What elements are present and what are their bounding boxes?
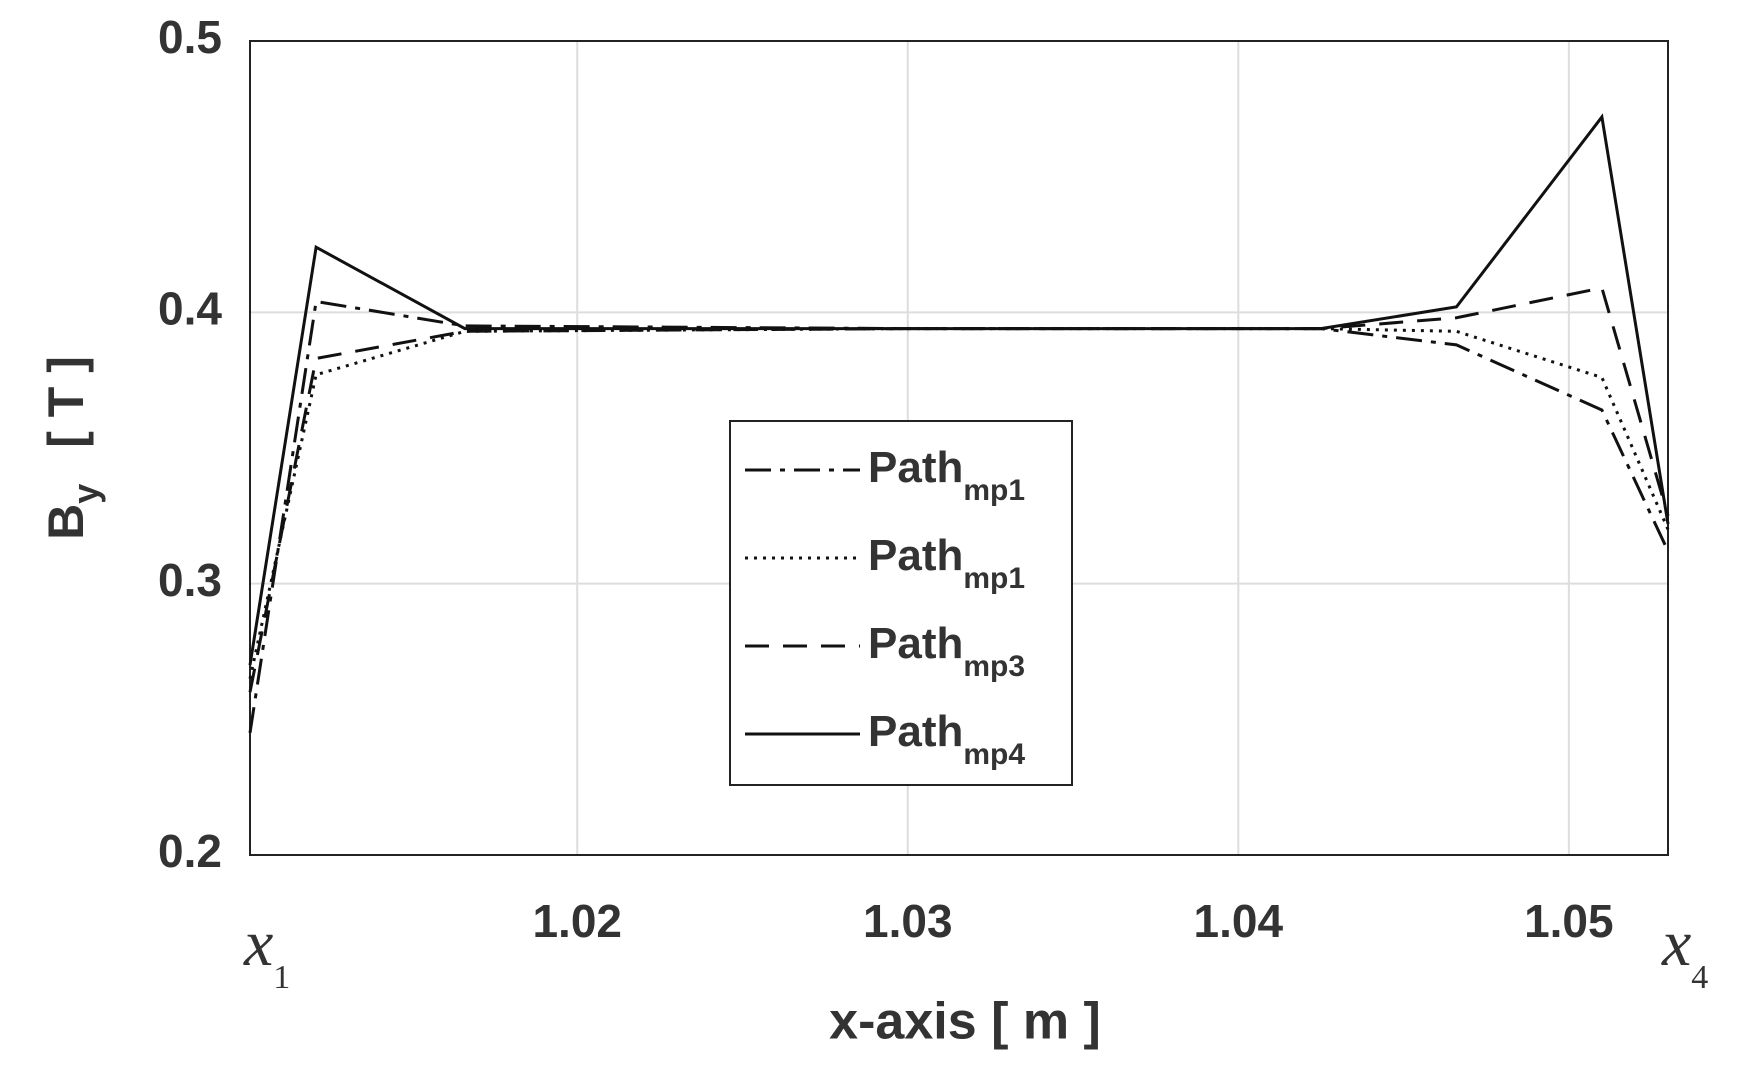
- x-tick-label: 1.02: [532, 895, 622, 947]
- x-tick-label: 1.04: [1194, 895, 1284, 947]
- legend-name: Path: [868, 531, 963, 580]
- y-label-symbol: B: [38, 504, 94, 540]
- legend-label: Pathmp1: [868, 531, 1025, 595]
- plot-frame: [249, 40, 1669, 856]
- y-tick-label: 0.4: [158, 282, 222, 334]
- legend-subscript: mp3: [963, 650, 1025, 683]
- y-label-unit: [ T ]: [38, 356, 94, 448]
- y-tick-label: 0.5: [158, 11, 222, 63]
- annotation-subscript: 4: [1691, 959, 1708, 996]
- y-label-subscript: y: [65, 484, 106, 504]
- legend-name: Path: [868, 443, 963, 492]
- series-line: [248, 113, 1670, 666]
- annotation: x1: [243, 907, 290, 996]
- y-axis-label: By [ T ]: [38, 356, 105, 540]
- y-tick-label: 0.3: [158, 554, 222, 606]
- x-axis-label: x-axis [ m ]: [829, 993, 1101, 1051]
- legend-name: Path: [868, 707, 963, 756]
- annotation: x4: [1661, 907, 1708, 996]
- annotation-text: x: [243, 907, 273, 980]
- series-line: [248, 327, 1670, 679]
- legend-label: Pathmp3: [868, 619, 1025, 683]
- x-tick-label: 1.03: [863, 895, 953, 947]
- y-tick-label: 0.2: [158, 825, 222, 877]
- annotation-subscript: 1: [273, 959, 290, 996]
- legend-subscript: mp4: [963, 738, 1025, 771]
- legend-name: Path: [868, 619, 963, 668]
- legend-box: [729, 420, 1073, 786]
- legend-subscript: mp1: [963, 562, 1025, 595]
- legend-subscript: mp1: [963, 474, 1025, 507]
- legend-label: Pathmp1: [868, 443, 1025, 507]
- annotation-text: x: [1661, 907, 1691, 980]
- legend-label: Pathmp4: [868, 707, 1025, 771]
- x-tick-label: 1.05: [1524, 895, 1614, 947]
